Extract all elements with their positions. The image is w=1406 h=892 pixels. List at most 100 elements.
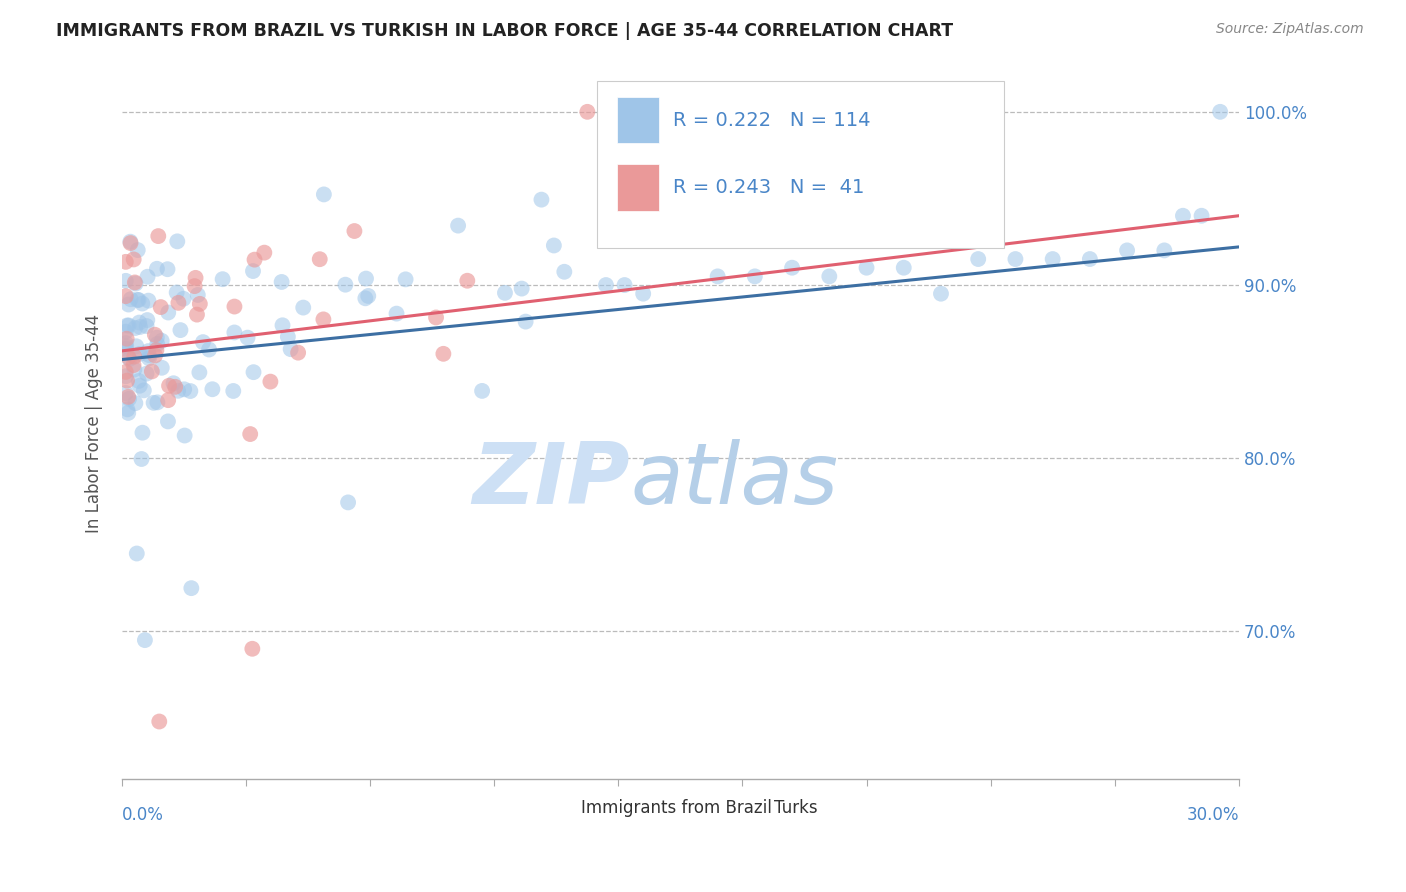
Point (131, 452, 153, 467)
Point (1004, 252, 1026, 266)
Point (553, 265, 575, 279)
Point (146, 261, 169, 276)
Point (631, 286, 654, 301)
Point (148, 714, 170, 729)
Point (127, 293, 149, 307)
Point (136, 313, 159, 327)
Point (1209, 104, 1232, 119)
Point (224, 326, 246, 340)
Point (179, 384, 201, 398)
Point (128, 374, 150, 388)
Point (128, 378, 150, 392)
Point (224, 300, 246, 314)
Point (236, 331, 259, 345)
Point (967, 252, 990, 266)
Point (855, 260, 877, 275)
Point (706, 269, 728, 284)
Point (135, 367, 157, 381)
Point (131, 296, 153, 310)
FancyBboxPatch shape (617, 97, 659, 143)
Point (122, 358, 145, 372)
Point (239, 427, 262, 442)
Point (150, 334, 173, 348)
Text: IMMIGRANTS FROM BRAZIL VS TURKISH IN LABOR FORCE | AGE 35-44 CORRELATION CHART: IMMIGRANTS FROM BRAZIL VS TURKISH IN LAB… (56, 22, 953, 40)
Point (114, 255, 136, 269)
Point (242, 365, 264, 379)
Text: atlas: atlas (630, 439, 838, 522)
Point (1116, 244, 1139, 258)
Point (124, 396, 146, 410)
Point (173, 428, 195, 442)
Point (118, 392, 141, 406)
Point (312, 187, 335, 202)
Point (595, 278, 617, 293)
Point (167, 296, 190, 310)
Point (242, 264, 264, 278)
Point (471, 384, 494, 398)
Point (124, 362, 146, 376)
Point (201, 382, 224, 396)
Text: Turks: Turks (775, 799, 818, 817)
Point (125, 547, 148, 561)
Point (114, 289, 136, 303)
Point (150, 360, 173, 375)
Point (744, 269, 766, 284)
Point (127, 243, 149, 257)
Point (114, 369, 136, 384)
Point (136, 269, 159, 284)
Point (287, 345, 309, 359)
Point (893, 260, 915, 275)
Point (166, 285, 188, 300)
Point (312, 312, 335, 326)
Point (172, 292, 194, 306)
Point (198, 343, 221, 357)
Point (115, 332, 138, 346)
Point (146, 331, 169, 345)
Point (122, 252, 145, 267)
Point (141, 364, 163, 378)
FancyBboxPatch shape (553, 794, 576, 822)
Text: Source: ZipAtlas.com: Source: ZipAtlas.com (1216, 22, 1364, 37)
Point (270, 275, 292, 289)
Point (165, 380, 187, 394)
Point (120, 236, 142, 251)
Point (243, 252, 266, 267)
Point (191, 335, 214, 350)
Point (114, 365, 136, 379)
Point (515, 315, 537, 329)
Point (576, 104, 599, 119)
Point (929, 286, 952, 301)
Point (1191, 209, 1213, 223)
Point (308, 252, 330, 267)
Point (292, 301, 315, 315)
Point (343, 224, 366, 238)
Point (1171, 209, 1194, 223)
Point (149, 300, 172, 314)
Point (157, 393, 180, 408)
Point (134, 633, 156, 648)
Point (145, 343, 167, 357)
Point (432, 347, 454, 361)
Point (118, 318, 141, 333)
Point (180, 581, 202, 595)
Point (114, 325, 136, 339)
Point (184, 270, 207, 285)
Point (117, 297, 139, 311)
Y-axis label: In Labor Force | Age 35-44: In Labor Force | Age 35-44 (86, 314, 103, 533)
Point (128, 347, 150, 361)
Point (385, 307, 408, 321)
Point (394, 272, 416, 286)
Point (510, 282, 533, 296)
Point (129, 320, 152, 334)
Point (115, 318, 138, 333)
Point (117, 350, 139, 364)
Text: R = 0.222   N = 114: R = 0.222 N = 114 (672, 111, 870, 129)
Point (128, 293, 150, 307)
Text: R = 0.243   N =  41: R = 0.243 N = 41 (672, 178, 863, 197)
FancyBboxPatch shape (596, 81, 1004, 248)
Point (124, 321, 146, 335)
Point (183, 279, 205, 293)
Point (1042, 252, 1064, 266)
Point (146, 395, 169, 409)
Point (117, 402, 139, 417)
